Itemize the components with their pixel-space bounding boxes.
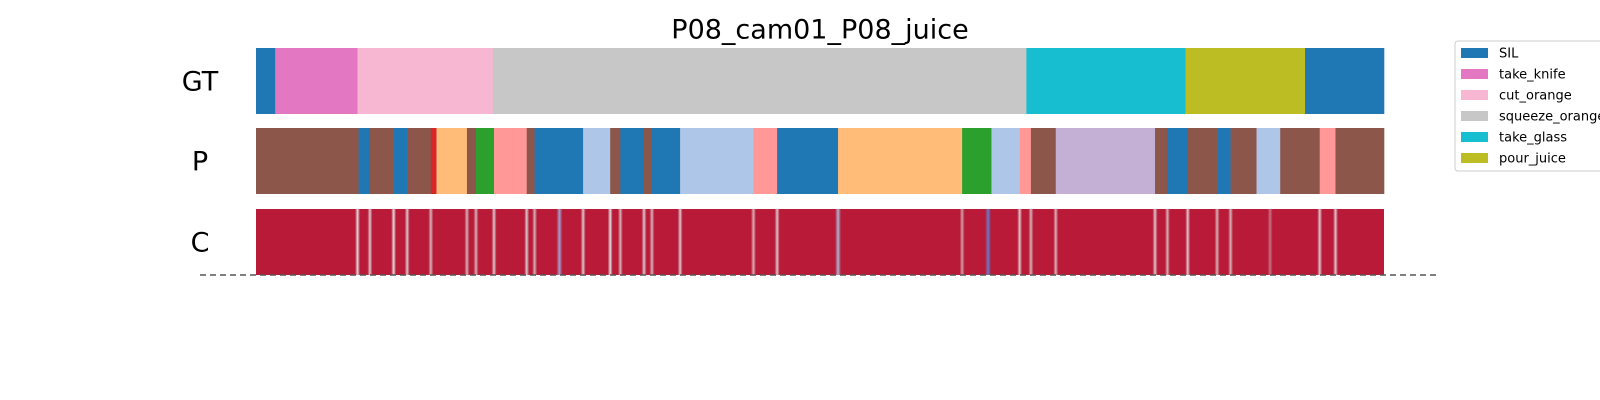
legend-label: SIL [1499, 47, 1519, 62]
confidence-dip [1214, 209, 1220, 275]
segment [430, 128, 437, 194]
legend-label: pour_juice [1499, 152, 1566, 167]
segment [407, 128, 432, 194]
segment [753, 128, 778, 194]
segment [534, 128, 584, 194]
segment [777, 128, 839, 194]
segment [1230, 128, 1257, 194]
confidence-dip [428, 209, 434, 275]
segment [466, 128, 477, 194]
legend-swatch [1461, 132, 1488, 142]
confidence-dip [556, 209, 563, 275]
segment [610, 128, 621, 194]
segment [358, 128, 371, 194]
confidence-dip [1152, 209, 1158, 275]
confidence-dip [491, 209, 497, 275]
legend-label: squeeze_orange [1499, 110, 1600, 125]
segment [962, 128, 992, 194]
confidence-dip [1317, 209, 1323, 275]
confidence-dip [1267, 209, 1273, 275]
segment [1335, 128, 1385, 194]
confidence-dip [641, 209, 647, 275]
confidence-base [256, 209, 1384, 275]
confidence-dip [985, 209, 992, 275]
confidence-dip [649, 209, 655, 275]
legend-swatch [1461, 153, 1488, 163]
chart-title: P08_cam01_P08_juice [671, 15, 968, 46]
confidence-dip [355, 209, 361, 275]
segment [1155, 128, 1168, 194]
segment [436, 128, 468, 194]
segment [1055, 128, 1156, 194]
confidence-dip [1164, 209, 1170, 275]
segment [620, 128, 645, 194]
segment [651, 128, 681, 194]
segment [1280, 128, 1321, 194]
confidence-dip [1228, 209, 1234, 275]
segment [526, 128, 535, 194]
legend-swatch [1461, 111, 1488, 121]
segment [1030, 128, 1057, 194]
segment [494, 128, 528, 194]
confidence-dip [404, 209, 410, 275]
confidence-dip [750, 209, 756, 275]
confidence-dip [835, 209, 842, 275]
legend-label: take_glass [1499, 131, 1567, 146]
segment [256, 128, 359, 194]
segment [991, 128, 1020, 194]
segment [583, 128, 611, 194]
confidence-dip [391, 209, 397, 275]
row-label: C [191, 228, 210, 259]
confidence-dip [774, 209, 780, 275]
segment [492, 48, 1027, 114]
rows: GT P C [182, 48, 1385, 275]
segment [1167, 128, 1189, 194]
segment [1187, 128, 1218, 194]
segment [393, 128, 408, 194]
confidence-dip [677, 209, 683, 275]
segment [644, 128, 653, 194]
segment [369, 128, 394, 194]
row-label: P [192, 147, 208, 178]
segment [1256, 128, 1281, 194]
legend-swatch [1461, 48, 1488, 58]
legend-frame [1454, 40, 1600, 172]
confidence-dip [617, 209, 623, 275]
segment [1026, 48, 1186, 114]
legend-label: take_knife [1499, 68, 1566, 83]
segment [256, 48, 276, 114]
segment [275, 48, 358, 114]
row-label: GT [182, 67, 219, 98]
segment [680, 128, 754, 194]
segment [1319, 128, 1336, 194]
legend-swatch [1461, 69, 1488, 79]
segment [1185, 48, 1306, 114]
confidence-dip [1017, 209, 1023, 275]
confidence-dip [524, 209, 530, 275]
legend-swatch [1461, 90, 1488, 100]
segment [1305, 48, 1385, 114]
segment [475, 128, 495, 194]
legend: SIL take_knife cut_orange squeeze_orangetak… [1454, 40, 1600, 172]
confidence-dip [1053, 209, 1059, 275]
segment [1217, 128, 1231, 194]
legend-items: SIL take_knife cut_orange squeeze_orangetak… [1461, 47, 1600, 167]
confidence-dip [473, 209, 479, 275]
confidence-dip [367, 209, 373, 275]
confidence-dip [532, 209, 538, 275]
legend-label: cut_orange [1499, 89, 1572, 104]
confidence-dip [1185, 209, 1191, 275]
confidence-dip [464, 209, 470, 275]
segment [1019, 128, 1032, 194]
segment [357, 48, 494, 114]
segment [838, 128, 963, 194]
confidence-dip [1332, 209, 1338, 275]
confidence-dip [580, 209, 586, 275]
confidence-dip [959, 209, 965, 275]
confidence-dip [1028, 209, 1034, 275]
confidence-dip [607, 209, 613, 275]
